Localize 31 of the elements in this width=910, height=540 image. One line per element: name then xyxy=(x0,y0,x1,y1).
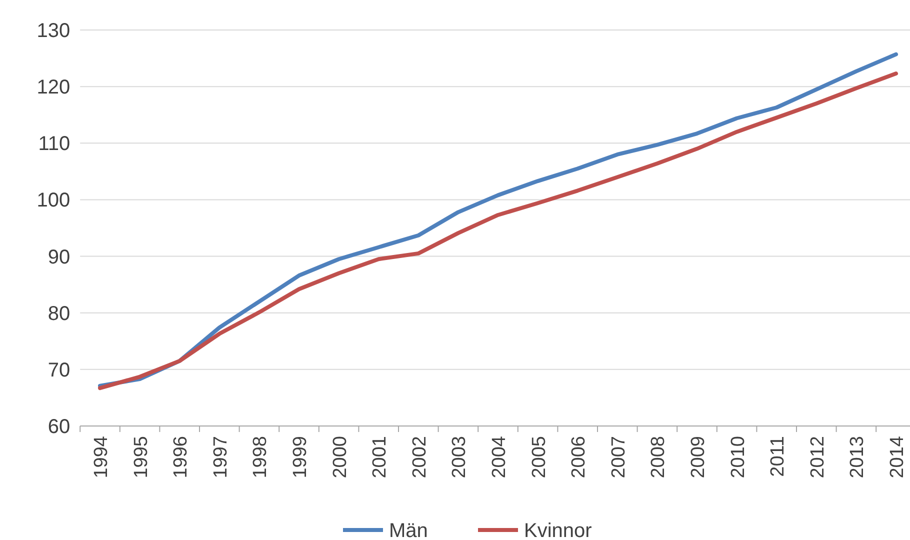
x-tick-label: 1998 xyxy=(250,436,272,478)
x-tick-label: 2000 xyxy=(330,436,351,478)
y-tick-label: 70 xyxy=(48,359,70,382)
x-tick-label: 1995 xyxy=(130,436,152,478)
x-tick-label: 2012 xyxy=(807,436,828,478)
x-tick-label: 2009 xyxy=(688,436,709,478)
x-tick-label: 1999 xyxy=(290,436,311,478)
y-tick-label: 80 xyxy=(48,302,70,325)
x-tick-label: 2006 xyxy=(568,436,590,478)
x-tick-label: 2014 xyxy=(887,436,908,478)
y-tick-label: 110 xyxy=(38,133,70,156)
y-tick-label: 90 xyxy=(48,246,70,268)
x-tick-label: 2002 xyxy=(409,436,430,478)
x-tick-label: 2005 xyxy=(528,436,550,478)
x-tick-label: 2004 xyxy=(489,436,510,478)
x-tick-label: 2007 xyxy=(608,436,630,478)
y-tick-label: 100 xyxy=(36,190,70,212)
y-tick-label: 130 xyxy=(36,20,70,42)
x-tick-label: 2010 xyxy=(728,436,749,478)
x-tick-label: 1997 xyxy=(210,436,232,478)
x-tick-label: 2001 xyxy=(370,436,391,478)
x-tick-label: 1994 xyxy=(91,436,112,478)
y-tick-label: 120 xyxy=(36,76,70,99)
x-tick-label: 2013 xyxy=(847,436,868,478)
legend-label: Kvinnor xyxy=(524,520,592,540)
x-tick-label: 2003 xyxy=(449,436,470,478)
y-tick-label: 60 xyxy=(48,416,70,438)
legend-label: Män xyxy=(389,520,428,540)
x-tick-label: 2008 xyxy=(648,436,670,478)
x-tick-label: 2011 xyxy=(768,436,789,477)
x-tick-label: 1996 xyxy=(170,436,192,478)
